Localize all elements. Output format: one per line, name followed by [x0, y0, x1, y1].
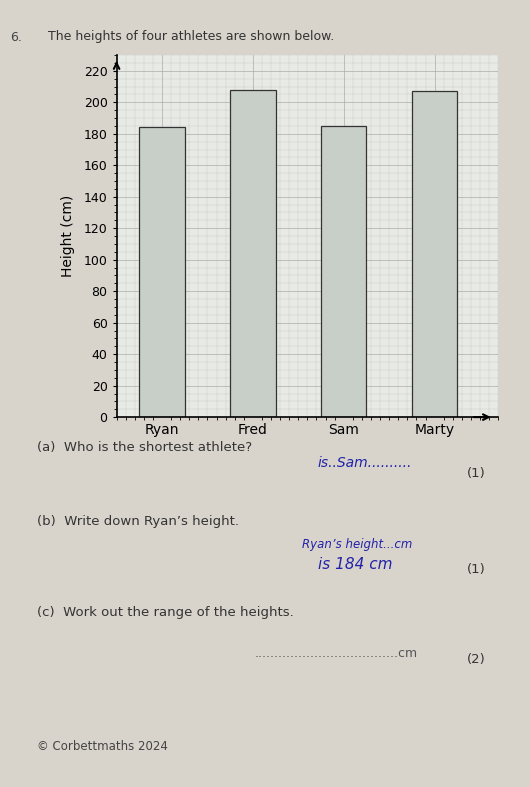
Text: ....................................cm: ....................................cm — [254, 647, 418, 660]
Bar — [230, 90, 276, 417]
Text: is 184 cm: is 184 cm — [318, 557, 393, 572]
Text: (1): (1) — [466, 467, 485, 481]
Y-axis label: Height (cm): Height (cm) — [61, 195, 75, 277]
Bar — [139, 127, 185, 417]
Text: The heights of four athletes are shown below.: The heights of four athletes are shown b… — [48, 30, 334, 43]
Text: 6.: 6. — [11, 31, 22, 45]
Bar — [321, 126, 366, 417]
Text: Ryan’s height...cm: Ryan’s height...cm — [302, 538, 412, 552]
Text: (b)  Write down Ryan’s height.: (b) Write down Ryan’s height. — [37, 515, 239, 529]
Text: (1): (1) — [466, 563, 485, 576]
Text: © Corbettmaths 2024: © Corbettmaths 2024 — [37, 740, 168, 753]
Text: (a)  Who is the shortest athlete?: (a) Who is the shortest athlete? — [37, 441, 252, 454]
Bar — [412, 91, 457, 417]
Text: is..Sam..........: is..Sam.......... — [318, 456, 412, 471]
Text: (c)  Work out the range of the heights.: (c) Work out the range of the heights. — [37, 606, 294, 619]
Text: (2): (2) — [466, 653, 485, 667]
